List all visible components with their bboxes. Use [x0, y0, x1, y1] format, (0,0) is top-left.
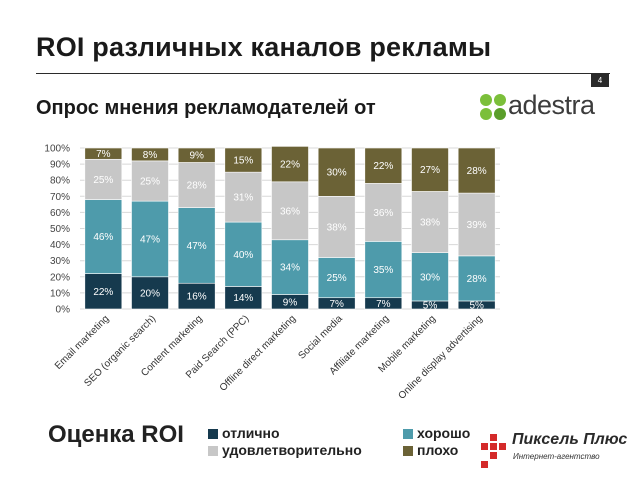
bar-segment [131, 200, 169, 278]
bar-segment [364, 183, 403, 242]
data-label: 30% [327, 168, 347, 179]
slide-title: ROI различных каналов рекламы [36, 32, 492, 62]
data-label: 22% [280, 160, 300, 171]
legend-item-poor: плохо [417, 442, 459, 458]
legend-swatch-poor [403, 446, 413, 456]
data-label: 38% [420, 218, 440, 229]
bar-segment [271, 239, 309, 295]
y-tick-label: 60% [50, 208, 70, 219]
y-tick-label: 0% [56, 305, 71, 316]
data-label: 22% [93, 287, 113, 298]
legend-item-good: хорошо [417, 425, 471, 441]
bar-segment [411, 191, 449, 253]
bar-segment [224, 221, 263, 287]
data-label: 36% [280, 206, 300, 217]
data-label: 28% [467, 274, 487, 285]
x-tick-label: Offline direct marketing [218, 313, 298, 393]
roi-stacked-bar-chart: 0% 10% 20% 30% 40% 50% 60% 70% 80% 90% 100% 22% 46% 2… [44, 144, 500, 402]
data-label: 30% [420, 272, 440, 283]
data-label: 9% [189, 151, 204, 162]
data-label: 20% [140, 288, 160, 299]
adestra-logo-icon [480, 94, 506, 120]
data-label: 25% [93, 175, 113, 186]
bar-segment [84, 147, 123, 160]
data-label: 27% [420, 165, 440, 176]
legend-item-satisfactory: удовлетворительно [222, 442, 362, 458]
data-label: 34% [280, 263, 300, 274]
adestra-logo-text: adestra [508, 90, 595, 120]
bar-segment [131, 276, 169, 310]
y-tick-label: 90% [50, 160, 70, 171]
agency-name: Пиксель Плюс [512, 431, 628, 448]
y-tick-label: 10% [50, 288, 70, 299]
bar-segment [457, 192, 496, 257]
data-label: 47% [187, 241, 207, 252]
data-label: 40% [233, 250, 253, 261]
data-label: 39% [467, 220, 487, 231]
bar-segment [131, 160, 169, 202]
bar-segment [84, 158, 123, 200]
data-label: 22% [373, 161, 393, 172]
y-tick-label: 50% [50, 224, 70, 235]
data-label: 8% [143, 150, 158, 161]
bar-segment [177, 147, 216, 163]
legend-item-excellent: отлично [222, 425, 280, 441]
data-label: 46% [93, 232, 113, 243]
data-label: 7% [329, 299, 344, 310]
bar-segment [317, 195, 356, 258]
data-label: 15% [233, 156, 253, 167]
bar-segment [364, 241, 403, 299]
pixel-plus-logo-icon [481, 434, 506, 468]
data-label: 7% [96, 149, 111, 160]
bar-segment [411, 147, 449, 192]
bar-segment [457, 255, 496, 302]
data-label: 38% [327, 222, 347, 233]
y-tick-label: 40% [50, 240, 70, 251]
data-label: 47% [140, 234, 160, 245]
data-label: 7% [376, 299, 391, 310]
bar-segment [131, 147, 169, 162]
agency-tagline: Интернет-агентство [513, 452, 600, 461]
data-label: 5% [469, 300, 484, 311]
bar-segment [84, 199, 123, 274]
y-tick-label: 20% [50, 272, 70, 283]
legend-swatch-satisfactory [208, 446, 218, 456]
bar-segment [317, 257, 356, 299]
data-label: 25% [327, 273, 347, 284]
x-tick-label: Online display advertising [396, 313, 484, 401]
data-label: 9% [283, 297, 298, 308]
data-label: 28% [467, 166, 487, 177]
y-tick-label: 80% [50, 176, 70, 187]
data-label: 31% [233, 193, 253, 204]
title-divider [36, 73, 610, 74]
y-tick-label: 70% [50, 192, 70, 203]
bar-segment [364, 147, 403, 184]
data-label: 5% [423, 300, 438, 311]
bar-segment [224, 147, 263, 173]
bar-segment [271, 146, 309, 183]
data-label: 25% [140, 177, 160, 188]
bar-segment [317, 147, 356, 197]
data-label: 14% [233, 293, 253, 304]
y-tick-label: 100% [44, 144, 70, 155]
data-label: 36% [373, 208, 393, 219]
legend-swatch-excellent [208, 429, 218, 439]
y-tick-label: 30% [50, 256, 70, 267]
data-label: 35% [373, 265, 393, 276]
bar-segment [224, 171, 263, 223]
bar-segment [177, 282, 216, 310]
bar-segment [177, 162, 216, 208]
slide-subtitle: Опрос мнения рекламодателей от [36, 97, 376, 119]
legend-swatch-good [403, 429, 413, 439]
x-tick-label: Social media [297, 313, 346, 362]
page-number-badge: 4 [591, 74, 609, 87]
legend-title: Оценка ROI [48, 421, 184, 448]
bar-segment [271, 181, 309, 241]
bar-segment [177, 207, 216, 284]
data-label: 28% [187, 181, 207, 192]
bar-segment [457, 147, 496, 194]
data-label: 16% [187, 292, 207, 303]
